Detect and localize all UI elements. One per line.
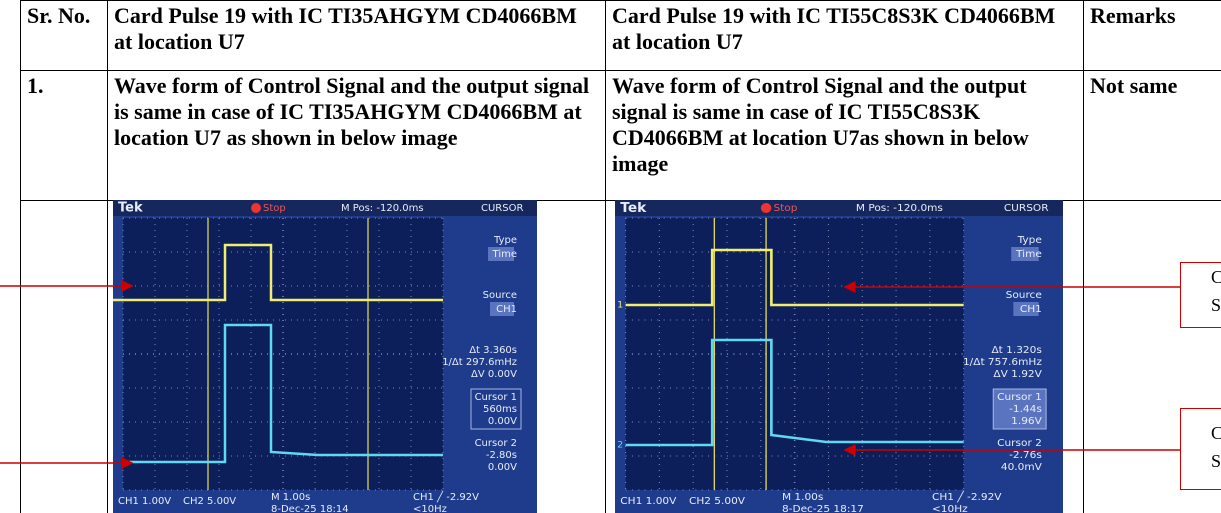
stop-dot xyxy=(251,203,261,213)
footer-label: M 1.00s xyxy=(271,492,310,503)
oscilloscope-image: Tek Stop M Pos: -120.0ms CURSOR Type Time Sour… xyxy=(615,200,1063,513)
channel-marker: 1 xyxy=(617,300,623,311)
header-row: Sr. No. Card Pulse 19 with IC TI35AHGYM … xyxy=(20,0,1221,71)
panel-label: 40.0mV xyxy=(1001,461,1042,473)
scope-label: Tek xyxy=(118,201,143,216)
channel-marker: 2 xyxy=(617,440,623,451)
yellow-trace xyxy=(113,243,443,302)
panel-label: Δt 1.320s xyxy=(991,344,1041,356)
cell: Wave form of Control Signal and the outp… xyxy=(605,70,1084,201)
panel-label: Cursor 2 xyxy=(997,437,1042,449)
scope-label: Stop xyxy=(263,203,286,214)
scope-label: CURSOR xyxy=(481,203,523,214)
panel-label: -1.44s xyxy=(1009,403,1042,415)
scope-label: CURSOR xyxy=(1004,202,1049,214)
panel-box xyxy=(1011,247,1039,261)
footer-label: CH1 1.00V xyxy=(620,495,676,507)
panel-label: 560ms xyxy=(483,404,517,415)
stop-dot xyxy=(760,203,772,213)
callout-text: C xyxy=(1211,267,1221,287)
cyan-trace xyxy=(625,338,964,447)
panel-label: Source xyxy=(1006,289,1042,301)
panel-box xyxy=(470,388,522,430)
panel-label: 1.96V xyxy=(1011,415,1042,427)
footer-label: CH2 5.00V xyxy=(183,496,236,507)
cell xyxy=(20,200,108,513)
panel-label: Type xyxy=(1017,234,1042,246)
footer-label: 8-Dec-25 18:14 xyxy=(271,504,349,513)
panel-label: 0.00V xyxy=(488,416,517,427)
header-cell: Remarks xyxy=(1083,0,1221,71)
panel-label: Time xyxy=(1015,248,1042,260)
panel-label: Time xyxy=(492,249,517,260)
panel-box xyxy=(488,247,514,261)
footer-label: 8-Dec-25 18:17 xyxy=(782,503,864,513)
panel-box xyxy=(992,388,1047,430)
panel-label: Cursor 2 xyxy=(475,438,517,449)
yellow-trace xyxy=(625,248,964,307)
panel-label: CH1 xyxy=(496,304,517,315)
panel-box xyxy=(490,302,514,316)
header-cell: Card Pulse 19 with IC TI35AHGYM CD4066BM… xyxy=(107,0,606,71)
footer-label: CH1 ╱ -2.92V xyxy=(413,490,479,503)
screen xyxy=(123,218,443,490)
panel-label: -2.76s xyxy=(1009,449,1042,461)
header-cell: Sr. No. xyxy=(20,0,108,71)
panel-label: ΔV 1.92V xyxy=(993,368,1041,380)
panel-label: 1/Δt 297.6mHz xyxy=(442,357,517,368)
row: 1. Wave form of Control Signal and the o… xyxy=(20,70,1221,201)
panel-box xyxy=(1013,302,1039,316)
footer-label: M 1.00s xyxy=(782,491,823,503)
panel-label: Cursor 1 xyxy=(475,392,517,403)
panel-label: ΔV 0.00V xyxy=(471,369,517,380)
callout-text: C xyxy=(1211,423,1221,443)
footer-label: CH1 ╱ -2.92V xyxy=(932,490,1002,503)
scope-label: Tek xyxy=(620,201,647,216)
panel-label: Cursor 1 xyxy=(997,391,1042,403)
panel-label: Δt 3.360s xyxy=(469,345,517,356)
top-bar xyxy=(615,200,1063,216)
cell: 1. xyxy=(20,70,108,201)
cell: Not same xyxy=(1083,70,1221,201)
header-cell: Card Pulse 19 with IC TI55C8S3K CD4066BM… xyxy=(605,0,1084,71)
panel-label: 0.00V xyxy=(488,462,517,473)
top-bar xyxy=(113,200,537,216)
panel-label: Type xyxy=(493,235,517,246)
scope-label: M Pos: -120.0ms xyxy=(856,202,943,214)
callout-text: S xyxy=(1211,451,1221,471)
cell: Wave form of Control Signal and the outp… xyxy=(107,70,606,201)
panel-label: 1/Δt 757.6mHz xyxy=(963,356,1042,368)
footer-label: <10Hz xyxy=(932,503,968,513)
footer-label: <10Hz xyxy=(413,504,447,513)
cyan-trace xyxy=(123,323,443,464)
oscilloscope-image: Tek Stop M Pos: -120.0ms CURSOR Type Time Sour… xyxy=(113,200,537,513)
callout-text: S xyxy=(1211,295,1221,315)
scope-label: Stop xyxy=(773,202,797,214)
panel-label: CH1 xyxy=(1020,303,1042,315)
scope-label: M Pos: -120.0ms xyxy=(341,203,424,214)
footer-label: CH1 1.00V xyxy=(118,496,171,507)
panel-label: Source xyxy=(483,290,517,301)
panel-label: -2.80s xyxy=(486,450,517,461)
footer-label: CH2 5.00V xyxy=(689,495,745,507)
